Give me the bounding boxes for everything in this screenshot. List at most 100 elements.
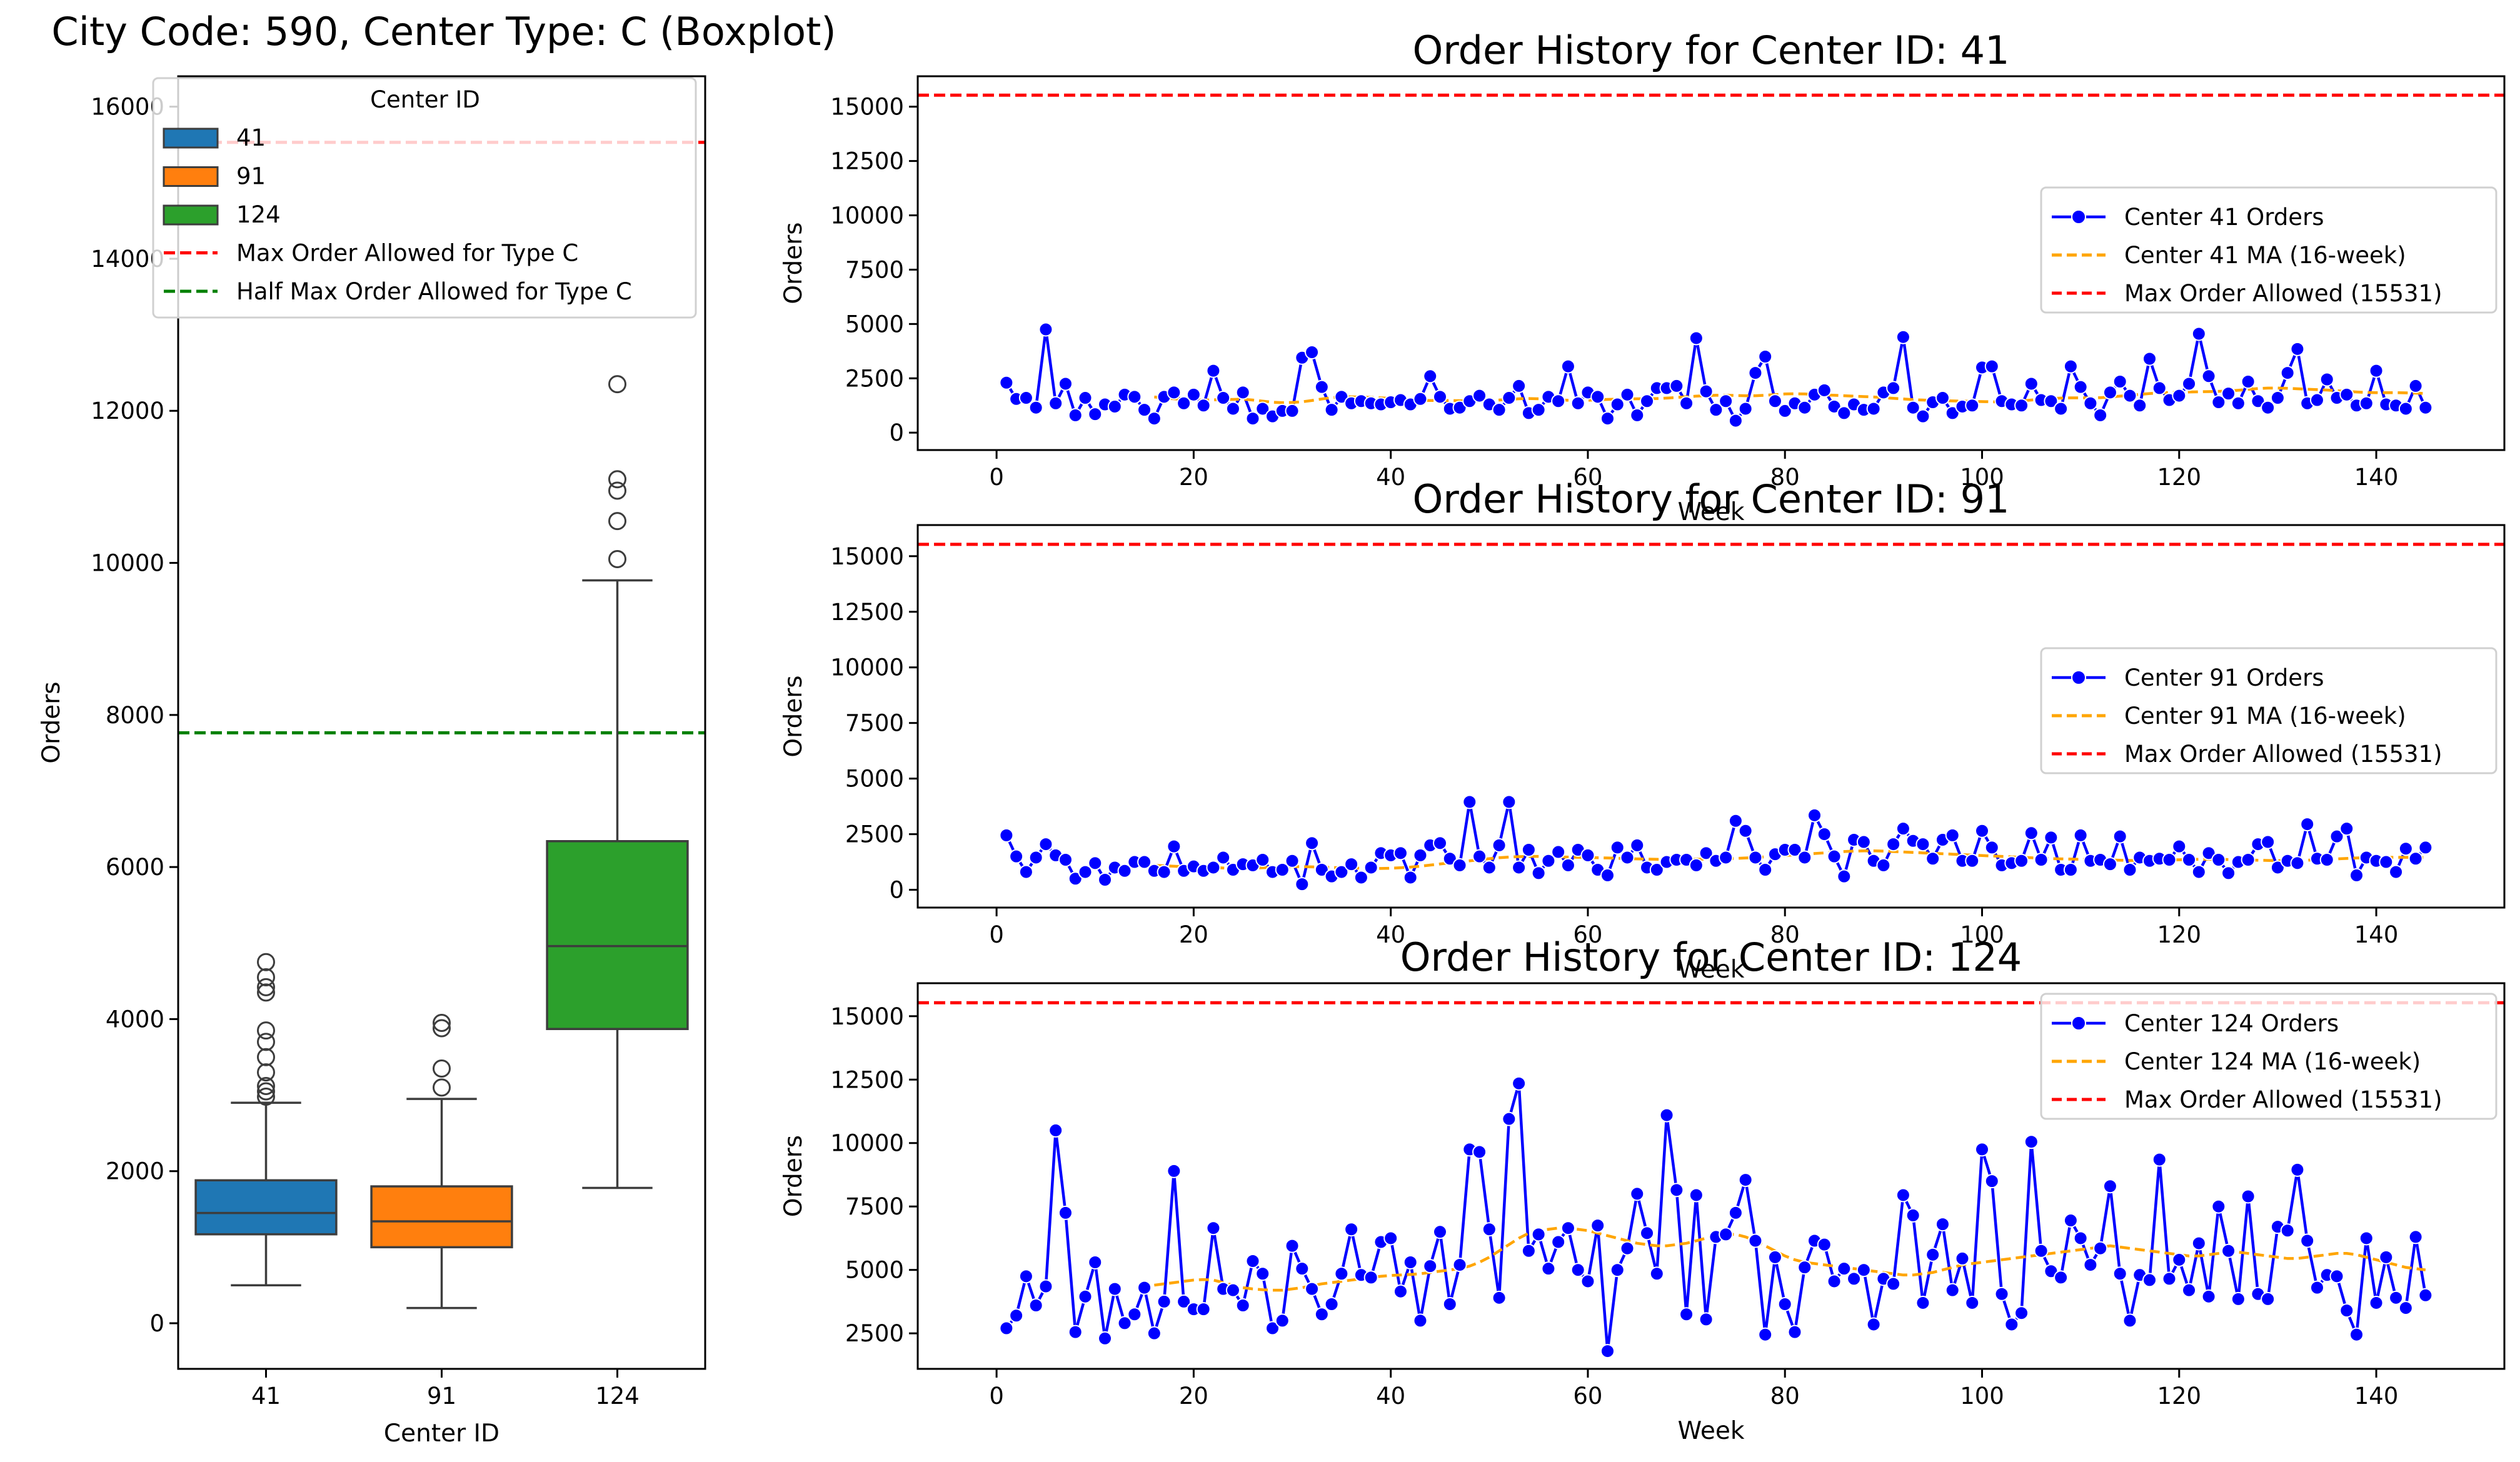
order-point (1432, 836, 1447, 851)
order-point (2172, 388, 2187, 403)
order-point (1334, 864, 1349, 879)
y-tick-label: 2500 (845, 365, 904, 392)
outlier-point (608, 375, 626, 394)
order-point (2231, 396, 2246, 411)
order-point (1117, 863, 1132, 878)
order-point (1324, 403, 1339, 418)
order-point (1206, 363, 1221, 378)
legend-label: 91 (236, 163, 266, 190)
order-point (1255, 1266, 1270, 1281)
order-point (1324, 1296, 1339, 1311)
legend-swatch (163, 128, 219, 149)
order-point (1167, 385, 1182, 400)
order-point (1590, 1218, 1605, 1233)
y-tick-label: 7500 (845, 1193, 904, 1220)
order-point (1965, 1295, 1980, 1310)
y-tick-label: 8000 (106, 702, 164, 729)
order-point (1216, 850, 1231, 865)
line-panel-center-91: Order History for Center ID: 91 Orders W… (780, 476, 2506, 984)
order-point (1640, 1226, 1655, 1241)
order-point (1915, 837, 1930, 852)
legend-frame (152, 77, 697, 319)
line-panel-y-axis-label: Orders (780, 222, 808, 304)
order-point (1147, 1326, 1162, 1341)
x-tick-label: 0 (989, 921, 1004, 948)
x-tick-label: 41 (251, 1383, 281, 1409)
order-point (1245, 411, 1260, 426)
order-point (2024, 376, 2039, 391)
line-panel-y-axis-label: Orders (780, 1135, 808, 1217)
order-point (2182, 376, 2197, 391)
y-tick-label: 10000 (830, 1130, 904, 1157)
order-point (1018, 1269, 1033, 1284)
order-point (2132, 398, 2147, 413)
line-panel-x-axis-label: Week (1678, 1417, 1745, 1445)
outlier-point (257, 1063, 275, 1082)
order-point (1945, 1283, 1960, 1298)
x-tick-label: 0 (989, 464, 1004, 491)
order-point (1640, 394, 1655, 409)
order-point (2182, 853, 2197, 867)
order-point (2290, 341, 2305, 356)
order-point (2408, 1229, 2423, 1244)
order-point (1048, 1123, 1063, 1138)
order-point (1038, 837, 1053, 852)
order-point (1098, 873, 1113, 888)
order-point (1699, 846, 1714, 861)
order-point (1157, 864, 1172, 879)
order-point (1817, 383, 1832, 398)
order-point (2024, 826, 2039, 841)
order-point (2398, 1301, 2413, 1316)
x-tick-label: 140 (2354, 921, 2399, 948)
order-point (1088, 856, 1103, 871)
order-point (1117, 1316, 1132, 1331)
order-point (1719, 1227, 1734, 1242)
order-point (1432, 1224, 1447, 1239)
order-point (1610, 840, 1625, 855)
order-point (2300, 817, 2315, 832)
order-point (1255, 401, 1270, 416)
order-point (1728, 813, 1743, 828)
order-point (1225, 401, 1240, 416)
order-point (2142, 1273, 2157, 1288)
order-point (1699, 384, 1714, 399)
x-tick-label: 60 (1573, 1383, 1602, 1409)
legend-label: 124 (236, 201, 281, 228)
order-point (1905, 1208, 1920, 1223)
y-tick-label: 14000 (91, 246, 164, 273)
line-legend: Center 41 Orders Center 41 MA (16-week) Ma… (2040, 186, 2497, 314)
order-point (1797, 850, 1812, 865)
order-point (1423, 1259, 1438, 1274)
order-point (2349, 868, 2364, 883)
order-point (1531, 403, 1546, 418)
order-point (1482, 860, 1497, 875)
order-point (1630, 1186, 1645, 1201)
order-point (1984, 840, 1999, 855)
order-point (2073, 379, 2088, 394)
order-point (1088, 1255, 1103, 1270)
x-tick-label: 140 (2354, 464, 2399, 491)
order-point (2034, 1243, 2049, 1258)
order-point (2044, 830, 2059, 845)
order-point (2221, 866, 2236, 881)
x-tick-label: 120 (2157, 1383, 2201, 1409)
outlier-point (608, 470, 626, 489)
order-point (1127, 1307, 1142, 1322)
legend-label: Center 91 MA (16-week) (2124, 703, 2406, 729)
order-point (1837, 1261, 1852, 1276)
legend-title: Center ID (370, 86, 480, 113)
order-point (1018, 864, 1033, 879)
line-panel-x-axis-label: Week (1678, 498, 1745, 526)
order-point (1580, 1274, 1595, 1289)
order-point (1028, 1298, 1043, 1313)
order-point (1797, 1260, 1812, 1275)
legend-label: Half Max Order Allowed for Type C (236, 278, 632, 305)
order-point (2112, 1266, 2127, 1281)
order-point (1689, 858, 1704, 873)
outlier-point (257, 1076, 275, 1095)
order-point (1610, 1263, 1625, 1278)
order-point (1610, 397, 1625, 412)
order-point (1403, 1255, 1418, 1270)
order-point (1777, 403, 1792, 418)
legend-marker (2071, 209, 2086, 224)
